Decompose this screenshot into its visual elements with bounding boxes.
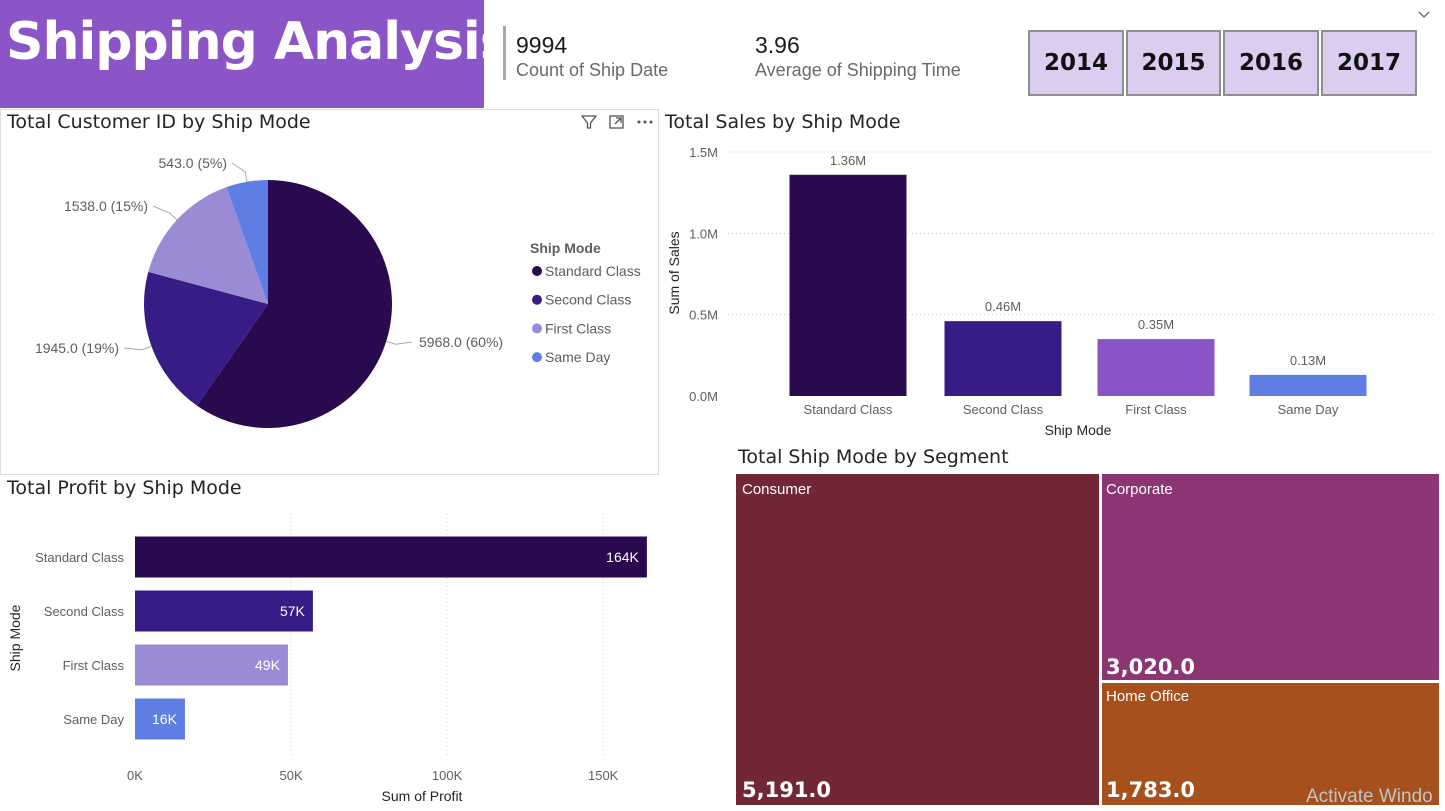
x-tick-label: Second Class [963,402,1044,417]
kpi-count-value: 9994 [516,32,568,58]
pie-visual-frame [0,109,659,475]
year-button-2016[interactable]: 2016 [1223,30,1319,96]
pie-chart-title: Total Customer ID by Ship Mode [7,111,311,133]
pie-data-label: 1945.0 (19%) [35,340,119,356]
legend-marker [532,352,542,363]
x-tick-label: Same Day [1278,402,1339,417]
legend-marker [532,323,542,334]
legend-marker [532,294,542,305]
column-bar-same-day[interactable] [1249,374,1367,396]
column-bar-standard-class[interactable] [789,174,907,396]
y-tick-label: First Class [63,658,125,673]
pie-leader-line [386,340,413,345]
profit-bar-same-day[interactable] [135,698,185,740]
legend-item-standard-class[interactable]: Standard Class [545,263,641,279]
bar-data-label: 57K [280,603,306,619]
column-chart: 0.0M 0.5M 1.0M 1.5M 1.36M Standard Class 0.46M… [666,145,1436,438]
y-axis-title: Sum of Sales [666,231,682,314]
treemap-value-home-office: 1,783.0 [1106,778,1196,802]
pie-slice-second-class[interactable] [144,271,268,406]
pie-slice-same-day[interactable] [226,180,268,304]
legend-item-second-class[interactable]: Second Class [545,292,631,308]
pie-data-label: 1538.0 (15%) [64,198,148,214]
y-tick-label: Same Day [63,712,124,727]
treemap-value-consumer: 5,191.0 [742,778,832,802]
pie-leader-line [123,345,152,351]
pie-data-label: 543.0 (5%) [159,155,227,171]
legend-item-first-class[interactable]: First Class [545,320,611,336]
pie-slice-standard-class[interactable] [196,180,392,428]
y-tick-label: 1.5M [689,145,718,160]
treemap-label-consumer: Consumer [742,481,812,498]
chevron-down-icon[interactable] [1418,10,1430,20]
treemap-value-corporate: 3,020.0 [1106,655,1196,679]
treemap-label-corporate: Corporate [1106,481,1173,498]
bar-data-label: 164K [606,549,639,565]
x-axis-title: Ship Mode [1045,422,1112,438]
kpi-divider [503,26,506,80]
year-button-2014[interactable]: 2014 [1028,30,1124,96]
y-tick-label: Standard Class [35,550,124,565]
treemap-cell-corporate[interactable]: Corporate 3,020.0 [1102,474,1439,680]
y-tick-label: 0.5M [689,308,718,323]
treemap-label-home-office: Home Office [1106,688,1190,705]
pie-chart: 5968.0 (60%) 1945.0 (19%) 1538.0 (15%) 543.… [35,155,641,428]
column-chart-title: Total Sales by Ship Mode [665,111,901,133]
filter-icon[interactable] [581,115,597,129]
x-tick-label: First Class [1125,402,1187,417]
y-tick-label: 1.0M [689,226,718,241]
focus-mode-icon[interactable] [609,115,624,129]
y-tick-label: 0.0M [689,389,718,404]
pie-leader-line [152,205,178,221]
legend-title: Ship Mode [530,240,601,256]
year-button-2015[interactable]: 2015 [1126,30,1221,96]
bar-chart: 0K 50K 100K 150K 164K Standard Class 57K Second… [7,514,647,804]
treemap-cell-consumer[interactable]: Consumer 5,191.0 [736,474,1099,805]
x-axis-title: Sum of Profit [382,788,463,804]
page-title: Shipping Analysis [6,12,511,72]
column-data-label: 0.46M [985,299,1021,314]
more-options-icon[interactable] [637,120,653,124]
bar-data-label: 16K [152,711,178,727]
x-tick-label: 100K [432,768,463,783]
year-button-2017[interactable]: 2017 [1321,30,1417,96]
y-tick-label: Second Class [44,604,125,619]
x-tick-label: 0K [127,768,143,783]
kpi-avg-value: 3.96 [755,32,800,58]
x-tick-label: Standard Class [804,402,893,417]
treemap-cell-home-office[interactable]: Home Office 1,783.0 [1102,683,1439,805]
legend-item-same-day[interactable]: Same Day [545,349,610,365]
x-tick-label: 150K [588,768,619,783]
pie-data-label: 5968.0 (60%) [419,334,503,350]
x-tick-label: 50K [279,768,302,783]
profit-bar-second-class[interactable] [135,590,313,632]
bar-data-label: 49K [255,657,281,673]
column-bar-first-class[interactable] [1097,339,1215,396]
y-axis-title: Ship Mode [7,604,23,671]
pie-leader-line [231,162,248,182]
kpi-count-label: Count of Ship Date [516,60,669,80]
visual-header-icons [581,115,653,129]
pie-slice-first-class[interactable] [148,187,268,304]
profit-bar-first-class[interactable] [135,644,288,686]
treemap: Consumer 5,191.0 Corporate 3,020.0 Home … [736,474,1439,805]
kpi-avg-label: Average of Shipping Time [755,60,961,80]
column-bar-second-class[interactable] [944,321,1062,396]
bar-chart-title: Total Profit by Ship Mode [7,477,242,499]
legend-marker [532,266,542,276]
activation-watermark: Activate Windo [1306,786,1433,807]
treemap-title: Total Ship Mode by Segment [738,446,1009,468]
title-banner: Shipping Analysis [0,0,511,108]
column-data-label: 0.35M [1138,317,1174,332]
profit-bar-standard-class[interactable] [135,536,647,578]
column-data-label: 0.13M [1290,353,1326,368]
column-data-label: 1.36M [830,153,866,168]
